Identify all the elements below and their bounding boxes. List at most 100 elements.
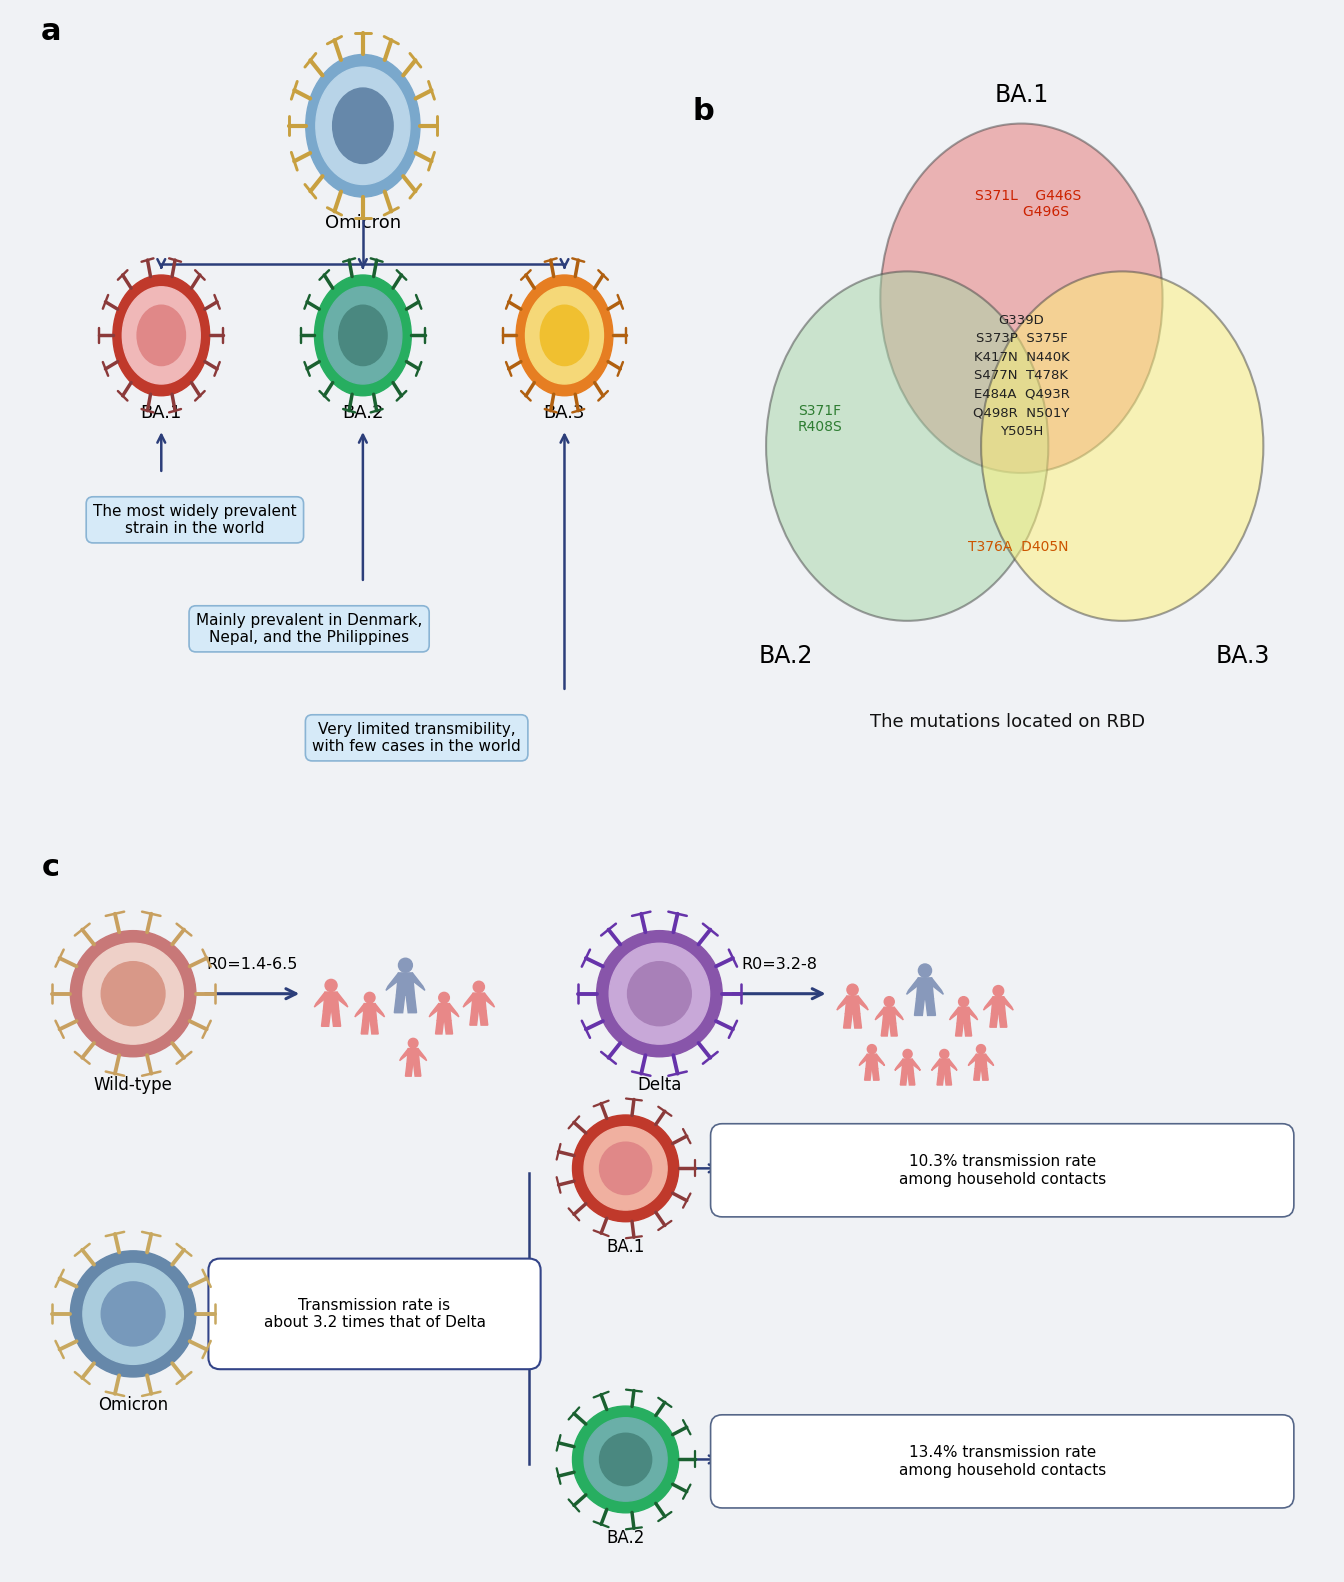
Polygon shape — [394, 995, 405, 1012]
Circle shape — [70, 1251, 196, 1376]
Circle shape — [83, 943, 183, 1044]
Text: S371L    G446S
        G496S: S371L G446S G496S — [974, 190, 1082, 220]
FancyBboxPatch shape — [711, 1414, 1294, 1508]
Circle shape — [540, 305, 589, 365]
Polygon shape — [418, 1049, 426, 1060]
Text: G339D
S373P  S375F
K417N  N440K
S477N  T478K
E484A  Q493R
Q498R  N501Y
Y505H: G339D S373P S375F K417N N440K S477N T478… — [973, 313, 1070, 438]
Circle shape — [305, 54, 419, 198]
Polygon shape — [844, 1014, 852, 1028]
Circle shape — [573, 1406, 679, 1512]
Text: BA.2: BA.2 — [343, 403, 383, 422]
Circle shape — [314, 275, 411, 396]
Polygon shape — [969, 1008, 977, 1020]
FancyBboxPatch shape — [208, 1259, 540, 1368]
Circle shape — [884, 997, 894, 1006]
Polygon shape — [957, 1008, 970, 1024]
Ellipse shape — [981, 272, 1263, 620]
Polygon shape — [472, 993, 487, 1011]
Text: BA.2: BA.2 — [759, 644, 813, 668]
Circle shape — [137, 305, 185, 365]
Polygon shape — [900, 1074, 907, 1085]
Polygon shape — [445, 1020, 453, 1035]
Circle shape — [958, 997, 969, 1006]
Polygon shape — [968, 1054, 977, 1066]
Polygon shape — [866, 1054, 878, 1069]
Text: S371F
R408S: S371F R408S — [797, 403, 843, 435]
Polygon shape — [938, 1058, 950, 1074]
Circle shape — [599, 1433, 652, 1485]
Polygon shape — [976, 1054, 986, 1069]
Polygon shape — [981, 1069, 988, 1081]
Circle shape — [599, 1142, 652, 1194]
Text: Mainly prevalent in Denmark,
Nepal, and the Philippines: Mainly prevalent in Denmark, Nepal, and … — [196, 612, 422, 645]
Circle shape — [939, 1049, 949, 1058]
Polygon shape — [883, 1008, 895, 1024]
Polygon shape — [973, 1069, 981, 1081]
Polygon shape — [859, 997, 868, 1009]
Polygon shape — [429, 1003, 438, 1017]
Text: Transmission rate is
about 3.2 times that of Delta: Transmission rate is about 3.2 times tha… — [263, 1297, 485, 1330]
Polygon shape — [894, 1008, 903, 1020]
Polygon shape — [985, 1054, 993, 1066]
Polygon shape — [464, 993, 473, 1008]
Circle shape — [993, 986, 1004, 997]
Circle shape — [398, 959, 413, 973]
Polygon shape — [999, 1014, 1007, 1027]
Text: 10.3% transmission rate
among household contacts: 10.3% transmission rate among household … — [899, 1155, 1106, 1186]
Text: The most widely prevalent
strain in the world: The most widely prevalent strain in the … — [93, 503, 297, 536]
Circle shape — [573, 1115, 679, 1221]
Polygon shape — [945, 1074, 952, 1085]
Circle shape — [70, 930, 196, 1057]
Polygon shape — [914, 998, 925, 1016]
Polygon shape — [949, 1058, 957, 1071]
Polygon shape — [321, 1011, 331, 1027]
Circle shape — [332, 89, 392, 163]
Polygon shape — [907, 978, 918, 995]
Polygon shape — [853, 1014, 862, 1028]
Text: b: b — [692, 97, 714, 125]
Circle shape — [903, 1049, 913, 1058]
Polygon shape — [407, 1049, 419, 1065]
Polygon shape — [964, 1024, 972, 1036]
Circle shape — [847, 984, 859, 995]
Polygon shape — [909, 1074, 915, 1085]
Circle shape — [867, 1044, 876, 1054]
Text: T376A  D405N: T376A D405N — [968, 539, 1068, 554]
Text: a: a — [40, 17, 60, 46]
Polygon shape — [890, 1024, 898, 1036]
Polygon shape — [437, 1003, 452, 1020]
Polygon shape — [876, 1054, 884, 1066]
Polygon shape — [337, 992, 348, 1008]
Polygon shape — [991, 1014, 997, 1027]
Polygon shape — [406, 995, 417, 1012]
Polygon shape — [314, 992, 325, 1008]
Polygon shape — [950, 1008, 958, 1020]
Polygon shape — [992, 997, 1005, 1014]
Polygon shape — [872, 1069, 879, 1081]
Polygon shape — [913, 1058, 921, 1071]
Text: c: c — [42, 853, 59, 883]
Polygon shape — [370, 1020, 378, 1035]
Circle shape — [585, 1417, 667, 1501]
Polygon shape — [845, 997, 860, 1014]
Circle shape — [324, 286, 402, 384]
Polygon shape — [480, 1011, 488, 1025]
Text: BA.3: BA.3 — [1216, 644, 1270, 668]
Polygon shape — [926, 998, 935, 1016]
Polygon shape — [931, 978, 943, 995]
Polygon shape — [332, 1011, 340, 1027]
Circle shape — [325, 979, 337, 992]
Ellipse shape — [880, 123, 1163, 473]
Polygon shape — [859, 1054, 867, 1066]
Polygon shape — [470, 1011, 478, 1025]
Text: R0=1.4-6.5: R0=1.4-6.5 — [206, 957, 297, 973]
Circle shape — [473, 981, 484, 992]
Circle shape — [438, 992, 449, 1003]
Polygon shape — [413, 973, 425, 990]
Circle shape — [516, 275, 613, 396]
Polygon shape — [984, 997, 993, 1009]
Polygon shape — [902, 1058, 914, 1074]
Circle shape — [316, 66, 410, 185]
Text: Delta: Delta — [637, 1076, 681, 1095]
Polygon shape — [931, 1058, 939, 1071]
